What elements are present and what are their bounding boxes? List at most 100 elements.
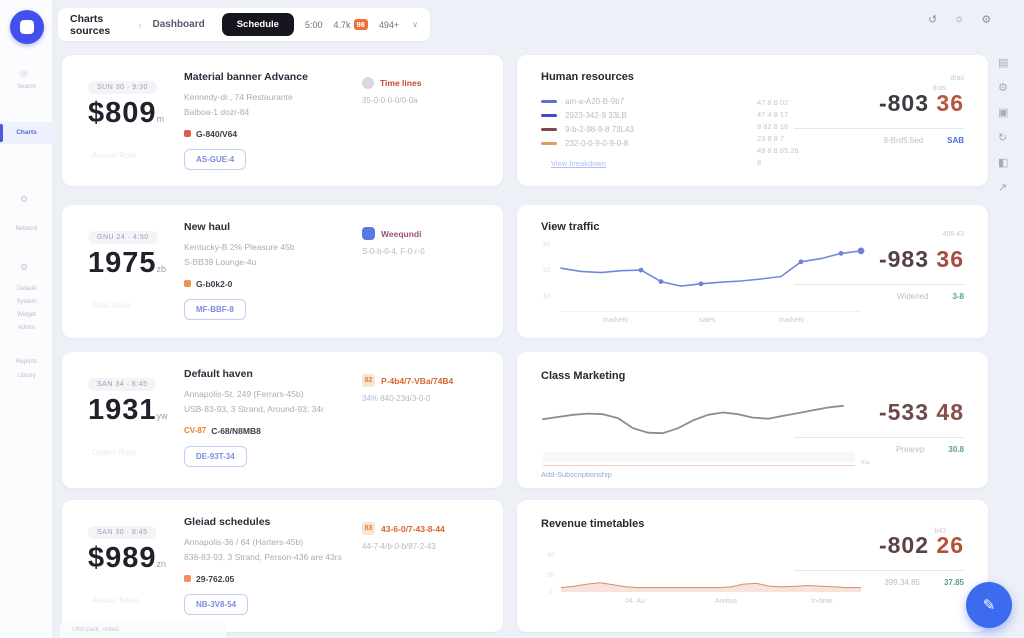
axis-mark: ma (861, 460, 870, 466)
app-logo[interactable] (10, 10, 44, 44)
card-title: Material banner Advance (184, 71, 308, 83)
value-cents: 36 (936, 246, 964, 272)
grid-icon[interactable]: ▣ (998, 107, 1009, 119)
value-text: 1931 (88, 394, 157, 426)
panel-icon[interactable]: ▤ (998, 57, 1009, 69)
metric-card: GNU 24 · 4:50 1975zb Total Sales New hau… (62, 205, 503, 338)
tab-count-label: 4.7k (333, 19, 351, 30)
value-cents: 48 (936, 399, 964, 425)
tab-extra[interactable]: 494+ (378, 19, 400, 30)
value-main: -533 (878, 399, 930, 425)
ghost-caption: Orders Rate (92, 448, 136, 457)
active-indicator (0, 124, 3, 142)
value-cents: 36 (936, 90, 964, 116)
card-action-button[interactable]: AS-GUE-4 (184, 148, 247, 170)
foot-metric: 30.8 (948, 445, 964, 454)
card-title: New haul (184, 221, 231, 233)
legend-item[interactable]: 232-0-0-9-0-9-0-8 (541, 139, 634, 148)
metric-value: $809m (88, 97, 164, 130)
sidebar-item-library[interactable]: Library (17, 373, 36, 379)
sidebar-item-default[interactable]: Default (16, 286, 36, 292)
tab-time[interactable]: 5:00 (304, 19, 323, 30)
apps-icon[interactable]: ☼ (954, 13, 965, 25)
legend-item[interactable]: 2923-342-9 33LB (541, 111, 634, 120)
side-sub: 34% 840-23d/3-0-0 (362, 394, 431, 403)
refresh-icon[interactable]: ↻ (998, 132, 1008, 144)
marketing-line-chart (542, 404, 844, 435)
list-value: 47 4 8 17 (757, 110, 789, 119)
breakdown-link[interactable]: View breakdown (551, 159, 606, 168)
y-tick: 30 (543, 241, 551, 248)
copy-icon[interactable]: ◧ (998, 157, 1009, 169)
sidebar-item-widget[interactable]: Widget (17, 312, 36, 318)
chart-band (543, 452, 855, 462)
card-desc-line: Annapolis-St. 249 (Ferrars-45b) (184, 389, 304, 399)
sidebar-item-admin[interactable]: Admin (17, 325, 35, 331)
card-action-button[interactable]: NB-3V8-54 (184, 593, 249, 615)
sidebar-item-system[interactable]: System (16, 299, 37, 305)
status-row: 29-762.05 (184, 574, 362, 584)
panel-value: -983 36 (794, 246, 964, 273)
y-tick: 10 (543, 293, 551, 300)
foot-label: 9-Brd5.5ed (883, 136, 924, 145)
panel-resources: Human resources dras am-a-A20-B-9b7 2923… (517, 55, 988, 186)
panel-revenue: Revenue timetables b43 40 20 0 04. Au Ar… (517, 500, 988, 632)
search-icon[interactable]: ◎ (20, 68, 28, 78)
header-bar: Charts sources › Dashboard Schedule 5:00… (58, 8, 430, 41)
status-row: G-840/V64 (184, 129, 362, 139)
metric-card: SAN 30 · 8:45 $989zn Annual Sales Gleiad… (62, 500, 503, 632)
sidebar-item-network[interactable]: Network (15, 226, 38, 232)
legend-swatch (541, 142, 557, 145)
legend-swatch (541, 114, 557, 117)
gear-icon[interactable]: ⚙ (20, 262, 29, 272)
breadcrumb-current[interactable]: Dashboard (152, 19, 205, 30)
card-action-button[interactable]: DE-93T-34 (184, 445, 247, 467)
schedule-button[interactable]: Schedule (221, 13, 294, 36)
value-suffix: zb (156, 264, 167, 274)
value-tiny-label: drati (950, 75, 964, 82)
gear-icon[interactable]: ⚙ (998, 82, 1008, 94)
legend-item[interactable]: am-a-A20-B-9b7 (541, 97, 634, 106)
sidebar-item-reports[interactable]: Reports (15, 359, 37, 365)
status-row: CV-87 C-68/N8MB8 (184, 426, 362, 436)
gear-icon[interactable]: ⚙ (20, 194, 29, 204)
metric-value: 1975zb (88, 247, 166, 280)
sidebar-item-search[interactable]: Search (16, 84, 36, 90)
panel-value: -803 36 (794, 90, 964, 117)
gear-icon[interactable]: ⚙ (981, 14, 992, 26)
status-dot-icon (184, 130, 191, 138)
edit-icon: ✎ (982, 597, 996, 614)
status-dot-icon (184, 280, 191, 288)
card-desc-line: Kentucky-B 2% Pleasure 45b (184, 242, 295, 252)
list-value: 23 8 8 7 (757, 134, 785, 143)
y-tick: 20 (547, 572, 555, 579)
status-code: 29-762.05 (196, 573, 235, 584)
history-icon[interactable]: ↺ (928, 14, 938, 26)
breadcrumb-root[interactable]: Charts sources (70, 12, 111, 37)
header-actions: ↺ ☼ ⚙ (928, 13, 991, 26)
bottom-tab[interactable]: Ubd-park, noted (60, 621, 226, 638)
panel-tiny-label: b43 (934, 528, 946, 535)
tab-count[interactable]: 4.7k 98 (334, 19, 368, 30)
sidebar: ◎ Search Charts ⚙ Network ⚙ Default Syst… (0, 0, 53, 638)
metric-pill: GNU 24 · 4:50 (88, 231, 158, 244)
foot-link[interactable]: SAB (947, 136, 964, 145)
card-action-button[interactable]: MF-BBF-8 (184, 298, 246, 320)
status-row: G-b0k2-0 (184, 279, 362, 289)
value-text: $809 (88, 97, 157, 129)
count-badge-icon: 82 (362, 374, 375, 387)
x-tick: markets (603, 317, 628, 324)
sidebar-item-charts[interactable]: Charts (0, 122, 53, 144)
fab-compose-button[interactable]: ✎ (966, 582, 1012, 628)
ghost-caption: Annual Sales (92, 596, 140, 605)
legend-label: am-a-A20-B-9b7 (565, 97, 625, 106)
share-icon[interactable]: ↗ (998, 182, 1008, 194)
value-tiny-label: 409.43 (942, 231, 964, 238)
side-label: Time lines (380, 78, 422, 88)
chevron-down-icon[interactable]: ∨ (412, 20, 418, 29)
subscriptions-link[interactable]: Add-Subscriptionship (541, 470, 612, 479)
card-desc-line: 838-83-93, 3 Strand, Person-436 are 43rs (184, 551, 342, 562)
legend-item[interactable]: 9-b-2-98-9-8 73L43 (541, 125, 634, 134)
card-desc-line: S-BB39 Lounge-4u (184, 256, 257, 267)
side-sub: S-0-b-0-4, F-0-r-0 (362, 247, 425, 256)
